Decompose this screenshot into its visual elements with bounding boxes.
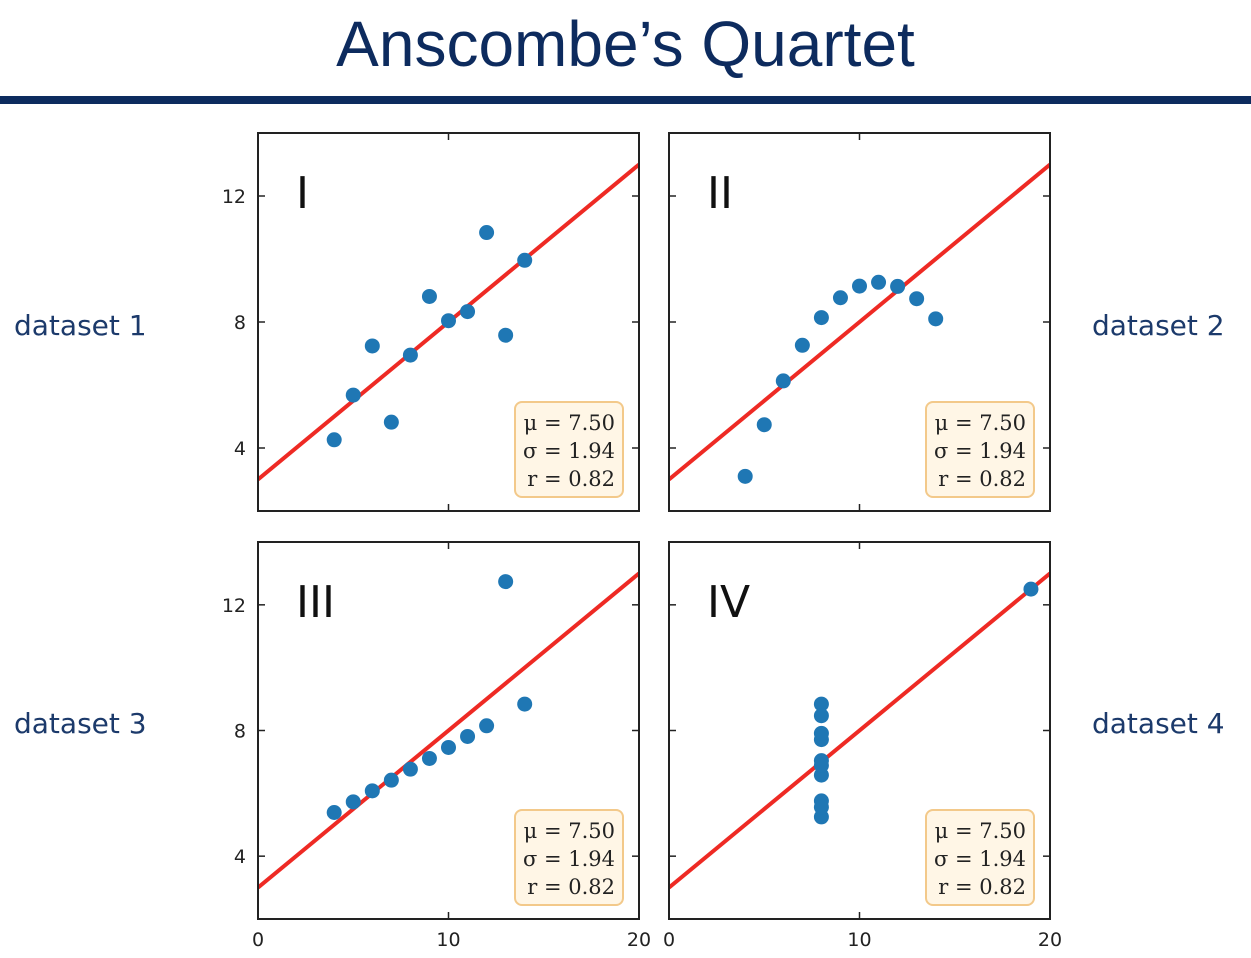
panel-1-data-point <box>345 387 361 403</box>
panel-1-ytick-label: 4 <box>234 438 246 460</box>
panel-4-data-point <box>813 757 829 773</box>
panel-3-data-point <box>326 804 342 820</box>
panel-4-data-point <box>813 708 829 724</box>
panel-3-stat-line: σ = 1.94 <box>523 847 615 871</box>
panel-3-ytick-label: 4 <box>234 846 246 868</box>
panel-3-data-point <box>498 574 514 590</box>
panel-1-stat-line: μ = 7.50 <box>524 411 615 435</box>
panel-3-data-point <box>517 696 533 712</box>
panel-3-data-point <box>364 783 380 799</box>
panel-1-data-point <box>441 313 456 329</box>
panel-2-stat-line: r = 0.82 <box>938 467 1026 491</box>
panel-1-data-point <box>383 414 399 430</box>
panel-4-data-point <box>813 799 829 815</box>
panel-3-data-point <box>402 761 418 777</box>
panel-4-stats-box <box>925 809 1035 906</box>
panel-4-xtick-label: 20 <box>1038 929 1062 951</box>
page-title: Anscombe’s Quartet <box>336 8 915 80</box>
panel-3-frame <box>257 541 640 920</box>
panel-1-data-point <box>402 347 418 363</box>
panel-3-xtick-label: 10 <box>436 929 460 951</box>
panel-2-data-point <box>813 310 829 326</box>
panel-1-data-point <box>517 252 533 268</box>
panel-4-regression-line <box>669 571 1050 890</box>
panel-1-data-point <box>421 288 437 304</box>
panel-4-frame <box>668 541 1051 920</box>
panel-4-data-point <box>813 725 829 741</box>
panel-1-data-point <box>460 304 476 320</box>
panel-1-stat-line: σ = 1.94 <box>523 439 615 463</box>
panel-2-regression-line <box>669 162 1050 482</box>
panel-1-data-point <box>498 327 514 343</box>
panel-2-roman-numeral: II <box>707 168 733 219</box>
panel-2-stats-box <box>925 401 1035 498</box>
panel-2-data-point <box>871 274 887 290</box>
panel-2-frame <box>668 132 1051 512</box>
panel-3-roman-numeral: III <box>296 577 335 628</box>
panel-3-data-point <box>345 794 361 810</box>
panel-1-ytick-label: 12 <box>222 186 246 208</box>
panel-3-stat-line: μ = 7.50 <box>524 819 615 843</box>
dataset-1-label: dataset 1 <box>14 309 147 342</box>
panel-2-data-point <box>909 291 925 307</box>
panel-1-data-point <box>479 225 495 241</box>
panel-2-data-point <box>737 468 753 484</box>
panel-3-data-point <box>383 772 399 788</box>
panel-4-xtick-label: 10 <box>847 929 871 951</box>
panel-2-data-point <box>890 278 906 294</box>
panel-4-data-point <box>1023 581 1039 597</box>
panel-3-xtick-label: 20 <box>627 929 651 951</box>
panel-3-ytick-label: 12 <box>222 595 246 617</box>
panel-1-roman-numeral: I <box>296 168 309 219</box>
panel-2-data-point <box>852 278 867 294</box>
panel-2-data-point <box>832 290 848 306</box>
panel-1-data-point <box>364 338 380 354</box>
panel-3-regression-line <box>258 571 639 890</box>
title-divider <box>0 96 1251 104</box>
panel-3-stat-line: r = 0.82 <box>527 875 615 899</box>
panel-2-stat-line: μ = 7.50 <box>935 411 1026 435</box>
panel-2-data-point <box>775 373 791 389</box>
panel-1-frame <box>257 132 640 512</box>
panel-3-data-point <box>479 718 495 734</box>
panel-4-stat-line: r = 0.82 <box>938 875 1026 899</box>
panel-4-roman-numeral: IV <box>707 577 750 628</box>
panel-3-xtick-label: 0 <box>252 929 264 951</box>
panel-4-stat-line: μ = 7.50 <box>935 819 1026 843</box>
panel-3-ytick-label: 8 <box>234 721 246 743</box>
panel-3-data-point <box>441 739 456 755</box>
panel-1-data-point <box>326 432 342 448</box>
panel-3-data-point <box>421 750 437 766</box>
panel-1-stats-box <box>514 401 624 498</box>
panel-4-data-point <box>813 696 829 712</box>
dataset-3-label: dataset 3 <box>14 707 147 740</box>
panel-2-stat-line: σ = 1.94 <box>934 439 1026 463</box>
panel-4-xtick-label: 0 <box>663 929 675 951</box>
panel-3-data-point <box>460 728 476 744</box>
panel-2-data-point <box>928 311 944 327</box>
dataset-2-label: dataset 2 <box>1092 309 1225 342</box>
panel-1-stat-line: r = 0.82 <box>527 467 615 491</box>
dataset-4-label: dataset 4 <box>1092 707 1225 740</box>
panel-1-ytick-label: 8 <box>234 312 246 334</box>
panel-2-data-point <box>794 337 810 353</box>
panel-3-stats-box <box>514 809 624 906</box>
panel-4-stat-line: σ = 1.94 <box>934 847 1026 871</box>
panel-2-data-point <box>756 417 772 433</box>
